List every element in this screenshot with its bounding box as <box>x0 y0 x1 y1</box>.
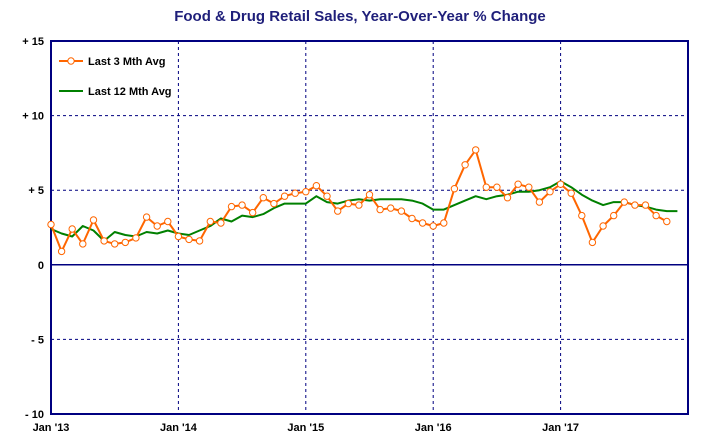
data-point <box>610 211 618 220</box>
data-point <box>89 216 98 224</box>
data-point <box>493 183 501 191</box>
data-point <box>652 211 660 220</box>
x-tick-label: Jan '16 <box>415 422 452 434</box>
y-axis: + 15 + 10 + 5 0 - 5 - 10 <box>22 36 44 421</box>
series-layer <box>47 146 678 256</box>
data-point <box>344 199 352 208</box>
data-point <box>111 240 119 248</box>
series-line <box>50 148 668 253</box>
data-point <box>132 234 140 242</box>
data-point <box>397 207 406 215</box>
data-point <box>270 199 278 208</box>
legend-item: Last 3 Mth Avg <box>59 56 165 68</box>
data-point <box>249 208 257 217</box>
data-point <box>578 211 586 220</box>
data-point <box>79 240 87 248</box>
data-point <box>631 201 639 209</box>
data-point <box>217 219 225 227</box>
data-point <box>408 214 416 223</box>
data-point <box>429 222 437 230</box>
data-point <box>588 238 597 247</box>
data-point <box>142 213 151 221</box>
y-tick-label: + 15 <box>22 36 44 48</box>
data-point <box>620 198 628 206</box>
data-point <box>195 237 204 245</box>
data-point <box>641 201 650 209</box>
data-point <box>556 180 565 188</box>
legend-label: Last 12 Mth Avg <box>88 86 172 98</box>
x-tick-label: Jan '17 <box>542 422 579 434</box>
legend-item: Last 12 Mth Avg <box>59 86 172 98</box>
data-point <box>663 217 671 226</box>
data-point <box>514 180 522 188</box>
data-point <box>535 198 544 206</box>
data-point <box>440 219 448 227</box>
chart-title: Food & Drug Retail Sales, Year-Over-Year… <box>174 8 546 25</box>
data-point <box>376 205 384 214</box>
legend: Last 3 Mth Avg Last 12 Mth Avg <box>59 56 172 98</box>
legend-label: Last 3 Mth Avg <box>88 56 165 68</box>
data-point <box>238 201 246 209</box>
data-point <box>312 182 321 190</box>
data-point <box>68 225 76 233</box>
y-tick-label: + 5 <box>28 185 44 197</box>
data-point <box>100 237 108 245</box>
x-tick-label: Jan '15 <box>287 422 324 434</box>
x-tick-label: Jan '14 <box>160 422 198 434</box>
data-point <box>121 238 130 247</box>
grid <box>51 41 688 414</box>
data-point <box>259 194 267 202</box>
data-point <box>387 204 395 212</box>
data-point <box>599 222 607 230</box>
data-point <box>227 202 236 211</box>
data-point <box>567 189 575 197</box>
series-last-3-mth-avg <box>47 146 671 256</box>
legend-marker <box>67 57 75 65</box>
x-axis: Jan '13 Jan '14 Jan '15 Jan '16 Jan '17 <box>33 422 579 434</box>
data-point <box>302 188 310 196</box>
data-point <box>525 183 533 191</box>
y-tick-label: - 10 <box>25 409 44 421</box>
data-point <box>418 219 427 227</box>
data-point <box>206 217 215 226</box>
data-point <box>503 194 512 202</box>
data-point <box>334 207 342 215</box>
data-point <box>546 188 554 196</box>
data-point <box>57 247 66 256</box>
data-point <box>153 222 161 230</box>
data-point <box>323 192 331 200</box>
data-point <box>355 201 363 209</box>
x-tick-label: Jan '13 <box>33 422 70 434</box>
data-point <box>450 185 459 193</box>
data-point <box>365 191 374 199</box>
y-tick-label: - 5 <box>31 334 44 346</box>
data-point <box>461 161 469 169</box>
data-point <box>164 217 172 226</box>
y-tick-label: 0 <box>38 260 44 272</box>
data-point <box>185 235 193 244</box>
data-point <box>280 192 289 200</box>
data-point <box>47 220 55 229</box>
data-point <box>472 146 480 154</box>
data-point <box>482 183 490 191</box>
y-tick-label: + 10 <box>22 111 44 123</box>
data-point <box>174 232 183 241</box>
data-point <box>291 189 299 197</box>
